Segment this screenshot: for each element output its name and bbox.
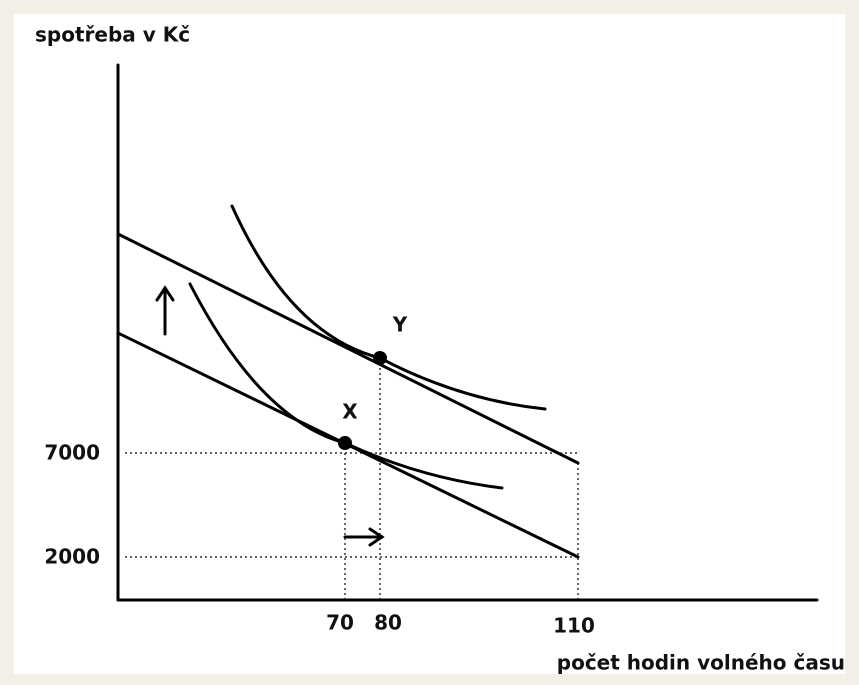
x-tick-label: 80	[374, 611, 402, 635]
panel	[14, 14, 845, 674]
y-tick-label: 7000	[44, 441, 100, 465]
right-arrow	[343, 527, 385, 547]
x-axis-title: počet hodin volného času	[557, 651, 845, 675]
point-label: Y	[392, 313, 408, 337]
up-arrow	[155, 285, 175, 336]
budget-line-upper	[116, 232, 580, 465]
y-axis-title: spotřeba v Kč	[35, 23, 190, 47]
x-tick-label: 70	[326, 611, 354, 635]
point-y	[373, 351, 387, 365]
y-tick-label: 2000	[44, 545, 100, 569]
x-tick-label: 110	[553, 614, 595, 638]
point-x	[338, 436, 352, 450]
point-label: X	[342, 400, 358, 424]
